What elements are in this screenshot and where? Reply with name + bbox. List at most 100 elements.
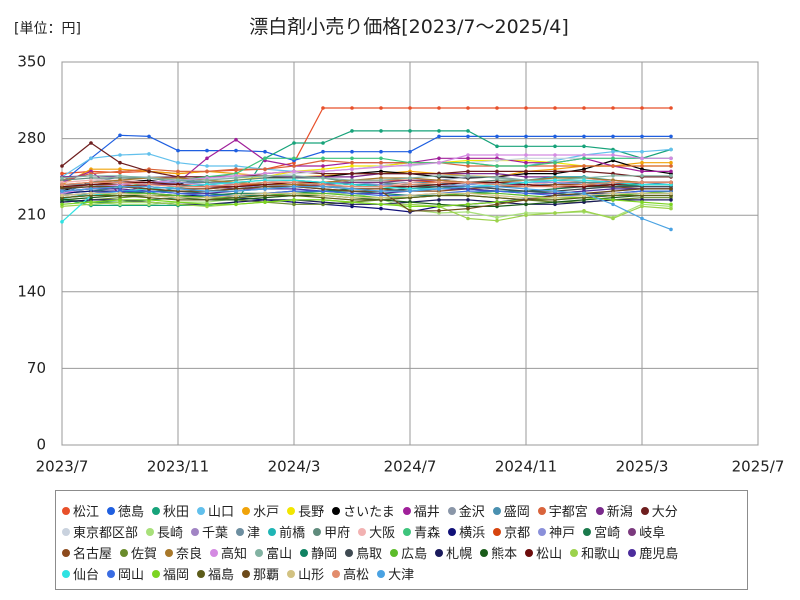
unit-label: [単位：円] bbox=[14, 21, 81, 37]
data-point bbox=[205, 169, 209, 174]
data-point bbox=[495, 169, 499, 174]
legend-item: 大津 bbox=[377, 564, 414, 583]
legend-label: 鳥取 bbox=[356, 547, 383, 562]
data-point bbox=[205, 178, 209, 182]
legend-item: 熊本 bbox=[480, 543, 517, 562]
line-chart: 0 70 140 210 280 350 2023/7 2023/11 2024/3 2024/7… bbox=[17, 53, 784, 476]
series-line bbox=[61, 190, 671, 197]
legend-label: 静岡 bbox=[311, 547, 338, 562]
data-point bbox=[611, 180, 615, 185]
data-point bbox=[524, 175, 528, 179]
legend-item: 福岡 bbox=[152, 564, 189, 583]
data-point bbox=[466, 184, 470, 189]
data-point bbox=[524, 106, 528, 110]
data-point bbox=[379, 184, 383, 189]
data-point bbox=[147, 184, 151, 189]
legend-label: 和歌山 bbox=[581, 547, 621, 562]
data-point bbox=[611, 134, 615, 139]
data-point bbox=[553, 153, 557, 157]
legend-marker-icon bbox=[62, 527, 70, 536]
data-point bbox=[553, 164, 557, 168]
data-point bbox=[466, 156, 470, 161]
data-point bbox=[292, 174, 296, 178]
data-point bbox=[379, 165, 383, 169]
data-point bbox=[495, 215, 499, 220]
data-point bbox=[118, 191, 122, 196]
data-point bbox=[263, 187, 267, 191]
data-point bbox=[553, 195, 557, 200]
y-tick-label: 140 bbox=[17, 282, 46, 300]
series-line bbox=[61, 159, 671, 181]
data-point bbox=[234, 176, 238, 180]
data-point bbox=[292, 184, 296, 189]
legend-label: 神戸 bbox=[549, 526, 576, 541]
data-point bbox=[89, 191, 93, 196]
legend-marker-icon bbox=[287, 506, 296, 515]
data-point bbox=[640, 200, 644, 204]
data-point bbox=[60, 202, 64, 207]
series-line bbox=[61, 177, 671, 186]
legend-marker-icon bbox=[210, 548, 219, 557]
data-point bbox=[582, 164, 586, 168]
data-point bbox=[292, 164, 296, 168]
legend-label: 高知 bbox=[221, 547, 248, 562]
data-point bbox=[234, 193, 238, 198]
legend-label: さいたま bbox=[343, 505, 395, 520]
data-point bbox=[408, 189, 412, 193]
legend-marker-icon bbox=[403, 527, 412, 536]
data-point bbox=[437, 134, 441, 139]
data-point bbox=[466, 106, 470, 110]
legend-marker-icon bbox=[197, 506, 206, 515]
legend-marker-icon bbox=[107, 506, 116, 515]
legend-label: 佐賀 bbox=[131, 547, 158, 562]
legend-label: 福島 bbox=[208, 568, 235, 583]
legend-marker-icon bbox=[537, 506, 546, 515]
data-point bbox=[89, 174, 93, 178]
data-point bbox=[553, 184, 557, 189]
y-tick-label: 70 bbox=[27, 359, 46, 377]
legend-item: 長崎 bbox=[146, 522, 183, 541]
data-point bbox=[118, 153, 122, 157]
x-tick-label: 2023/7 bbox=[36, 458, 89, 476]
legend-item: 水戸 bbox=[242, 501, 279, 520]
data-point bbox=[321, 106, 325, 110]
data-point bbox=[611, 106, 615, 110]
data-point bbox=[669, 227, 673, 232]
data-point bbox=[582, 191, 586, 196]
legend-item: 前橋 bbox=[268, 522, 305, 541]
data-point bbox=[408, 149, 412, 154]
data-point bbox=[553, 144, 557, 149]
data-point bbox=[437, 129, 441, 133]
legend-marker-icon bbox=[165, 548, 174, 557]
data-point bbox=[437, 209, 441, 213]
data-point bbox=[292, 202, 296, 207]
data-point bbox=[669, 169, 673, 174]
data-point bbox=[263, 200, 267, 204]
series-line bbox=[61, 130, 672, 206]
data-point bbox=[147, 169, 151, 174]
series-line bbox=[61, 197, 672, 207]
data-point bbox=[669, 134, 673, 139]
data-point bbox=[553, 156, 557, 161]
legend-marker-icon bbox=[268, 527, 277, 536]
data-point bbox=[408, 176, 412, 180]
series-line bbox=[61, 175, 671, 181]
data-point bbox=[292, 198, 296, 202]
data-point bbox=[582, 178, 586, 182]
data-point bbox=[118, 198, 122, 202]
data-point bbox=[669, 160, 673, 165]
legend-marker-icon bbox=[570, 548, 579, 557]
data-point bbox=[89, 180, 93, 185]
data-point bbox=[640, 149, 644, 154]
data-point bbox=[640, 160, 644, 165]
data-point bbox=[524, 187, 528, 191]
data-point bbox=[495, 153, 499, 157]
data-point bbox=[321, 193, 325, 198]
legend-label: 水戸 bbox=[253, 505, 280, 520]
data-point bbox=[234, 164, 238, 168]
data-point bbox=[60, 220, 64, 224]
legend-marker-icon bbox=[242, 569, 251, 578]
data-point bbox=[321, 141, 325, 145]
data-point bbox=[321, 164, 325, 168]
data-point bbox=[553, 169, 557, 174]
